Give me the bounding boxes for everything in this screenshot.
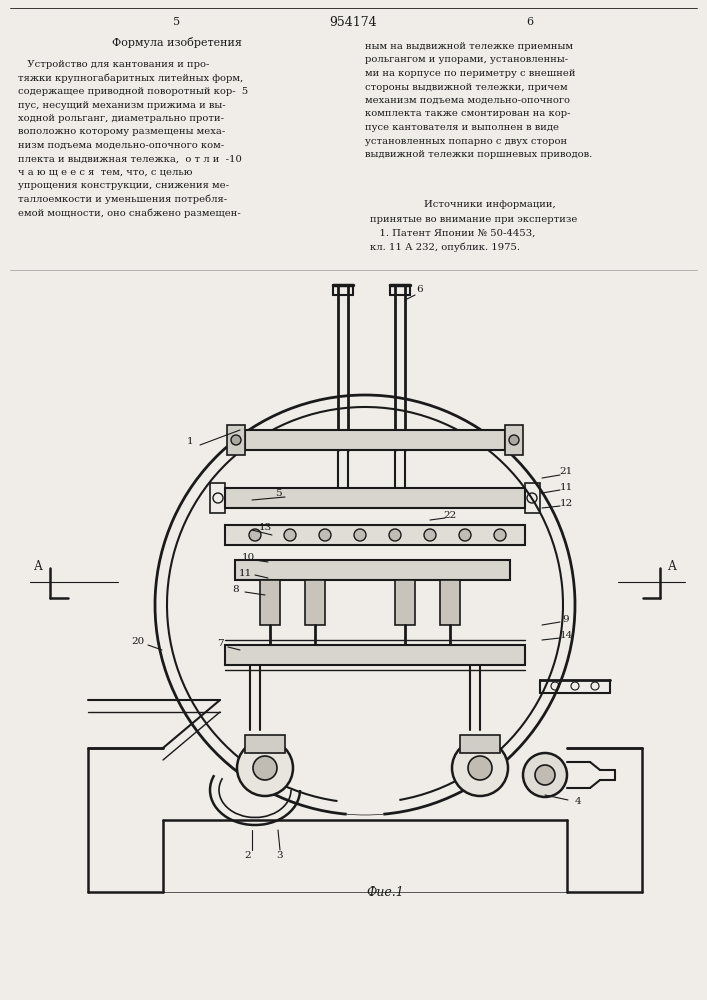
Text: Устройство для кантования и про-: Устройство для кантования и про- — [18, 60, 209, 69]
Text: пусе кантователя и выполнен в виде: пусе кантователя и выполнен в виде — [365, 123, 559, 132]
Circle shape — [509, 435, 519, 445]
Text: пус, несущий механизм прижима и вы-: пус, несущий механизм прижима и вы- — [18, 101, 226, 109]
Text: А: А — [33, 560, 42, 574]
Bar — [225, 645, 525, 665]
Text: таллоемкости и уменьшения потребля-: таллоемкости и уменьшения потребля- — [18, 195, 227, 205]
Text: ным на выдвижной тележке приемным: ным на выдвижной тележке приемным — [365, 42, 573, 51]
Circle shape — [354, 529, 366, 541]
Text: тяжки крупногабаритных литейных форм,: тяжки крупногабаритных литейных форм, — [18, 74, 243, 83]
Circle shape — [284, 529, 296, 541]
Bar — [303, 645, 327, 653]
Circle shape — [468, 756, 492, 780]
Text: установленных попарно с двух сторон: установленных попарно с двух сторон — [365, 136, 567, 145]
Text: 22: 22 — [443, 510, 457, 520]
Text: 1. Патент Японии № 50-4453,: 1. Патент Японии № 50-4453, — [370, 229, 535, 237]
Text: А: А — [667, 560, 677, 574]
Text: комплекта также смонтирован на кор-: комплекта также смонтирован на кор- — [365, 109, 571, 118]
Bar — [393, 645, 417, 653]
Text: 9: 9 — [563, 614, 569, 624]
Text: содержащее приводной поворотный кор-  5: содержащее приводной поворотный кор- 5 — [18, 87, 248, 96]
Circle shape — [253, 756, 277, 780]
Text: низм подъема модельно-опочного ком-: низм подъема модельно-опочного ком- — [18, 141, 224, 150]
Text: механизм подъема модельно-опочного: механизм подъема модельно-опочного — [365, 96, 570, 105]
Bar — [227, 425, 245, 455]
Text: 4: 4 — [575, 798, 581, 806]
Text: 6: 6 — [527, 17, 534, 27]
Text: 8: 8 — [233, 584, 239, 593]
Text: 1: 1 — [187, 438, 193, 446]
Text: ходной рольганг, диаметрально проти-: ходной рольганг, диаметрально проти- — [18, 114, 224, 123]
Text: 11: 11 — [238, 568, 252, 578]
Text: кл. 11 А 232, опублик. 1975.: кл. 11 А 232, опублик. 1975. — [370, 242, 520, 251]
Text: ч а ю щ е е с я  тем, что, с целью: ч а ю щ е е с я тем, что, с целью — [18, 168, 192, 177]
Bar — [395, 580, 415, 625]
Text: Фие.1: Фие.1 — [366, 886, 404, 898]
Text: 10: 10 — [241, 552, 255, 562]
Circle shape — [424, 529, 436, 541]
Text: воположно которому размещены меха-: воположно которому размещены меха- — [18, 127, 226, 136]
Text: емой мощности, оно снабжено размещен-: емой мощности, оно снабжено размещен- — [18, 209, 241, 218]
Bar — [225, 488, 525, 508]
Bar — [525, 483, 540, 513]
Bar — [225, 525, 525, 545]
Circle shape — [459, 529, 471, 541]
Circle shape — [249, 529, 261, 541]
Text: 14: 14 — [559, 631, 573, 640]
Circle shape — [389, 529, 401, 541]
Circle shape — [452, 740, 508, 796]
Text: 12: 12 — [559, 498, 573, 508]
Bar — [305, 580, 325, 625]
Text: 5: 5 — [173, 17, 180, 27]
Text: упрощения конструкции, снижения ме-: упрощения конструкции, снижения ме- — [18, 182, 229, 190]
Circle shape — [535, 765, 555, 785]
Bar — [210, 483, 225, 513]
Text: рольгангом и упорами, установленны-: рольгангом и упорами, установленны- — [365, 55, 568, 64]
Text: 21: 21 — [559, 468, 573, 477]
Circle shape — [231, 435, 241, 445]
Text: 20: 20 — [132, 638, 145, 647]
Text: 11: 11 — [559, 483, 573, 491]
Text: 5: 5 — [275, 488, 281, 497]
Text: 954174: 954174 — [329, 15, 377, 28]
Bar — [438, 645, 462, 653]
Bar — [235, 560, 510, 580]
Text: выдвижной тележки поршневых приводов.: выдвижной тележки поршневых приводов. — [365, 150, 592, 159]
Text: Формула изобретения: Формула изобретения — [112, 36, 242, 47]
Bar — [258, 645, 282, 653]
Text: стороны выдвижной тележки, причем: стороны выдвижной тележки, причем — [365, 83, 568, 92]
Bar — [440, 580, 460, 625]
Circle shape — [319, 529, 331, 541]
Circle shape — [494, 529, 506, 541]
Text: 13: 13 — [258, 522, 271, 532]
Bar — [260, 580, 280, 625]
Text: 2: 2 — [245, 852, 251, 860]
Bar — [460, 735, 500, 753]
Text: Источники информации,: Источники информации, — [424, 200, 556, 209]
Bar — [245, 735, 285, 753]
Text: 3: 3 — [276, 852, 284, 860]
Text: принятые во внимание при экспертизе: принятые во внимание при экспертизе — [370, 215, 578, 224]
Bar — [505, 425, 523, 455]
Text: ми на корпусе по периметру с внешней: ми на корпусе по периметру с внешней — [365, 69, 575, 78]
Text: 7: 7 — [216, 640, 223, 648]
Circle shape — [237, 740, 293, 796]
Circle shape — [523, 753, 567, 797]
Bar — [245, 430, 505, 450]
Text: плекта и выдвижная тележка,  о т л и  -10: плекта и выдвижная тележка, о т л и -10 — [18, 154, 242, 163]
Text: 6: 6 — [416, 286, 423, 294]
